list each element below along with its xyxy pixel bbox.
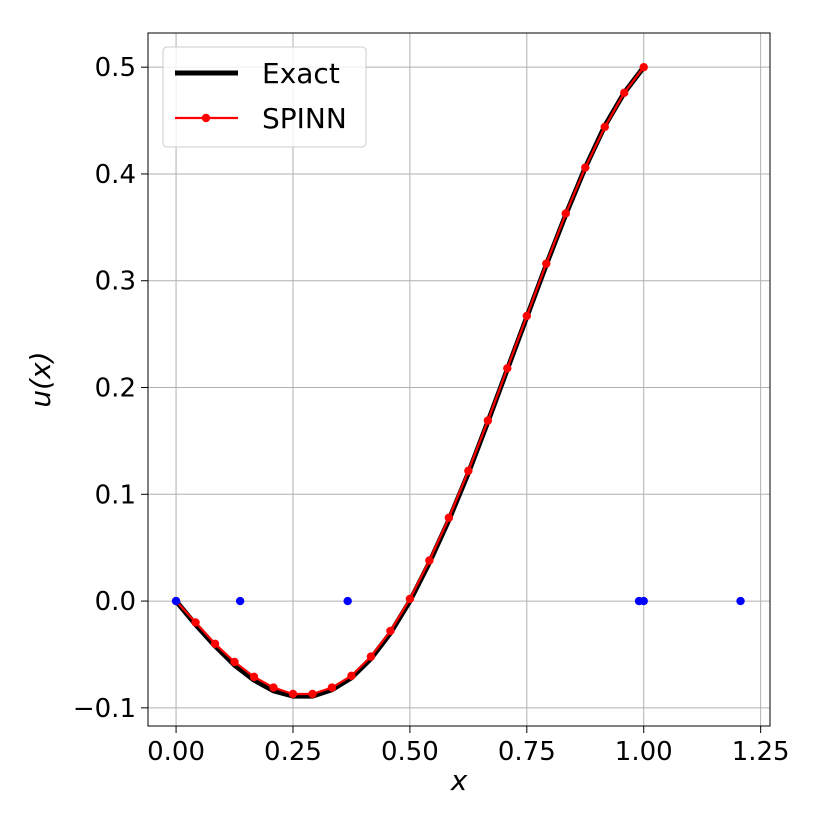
x-tick-label: 0.75: [498, 737, 556, 767]
x-axis-label: x: [450, 764, 468, 797]
legend-label-spinn: SPINN: [262, 102, 347, 135]
data-point-spinn: [503, 364, 512, 373]
data-point-spinn: [581, 163, 590, 172]
data-point-spinn: [464, 466, 473, 475]
data-point-spinn: [561, 209, 570, 218]
data-point-spinn: [191, 618, 200, 627]
grid: [148, 33, 770, 726]
data-point-collocation-points: [343, 596, 352, 606]
data-point-collocation-points: [235, 596, 245, 606]
plot-frame: [147, 32, 771, 727]
y-tick-label: 0.1: [95, 480, 136, 510]
data-point-spinn: [483, 416, 493, 425]
data-point-spinn: [620, 88, 629, 97]
x-axis: 0.00 0.25 0.50 0.75 1.00 1.25: [147, 726, 790, 767]
data-point-spinn: [425, 556, 434, 565]
legend-marker-spinn: [201, 113, 211, 123]
y-tick-label: 0.5: [95, 53, 136, 83]
data-point-spinn: [327, 683, 337, 692]
data-point-collocation-points: [736, 596, 745, 606]
data-point-spinn: [249, 672, 259, 682]
y-tick-label: 0.3: [95, 267, 136, 297]
x-tick-label: 0.50: [381, 737, 439, 767]
data-point-spinn: [347, 671, 356, 681]
data-point-spinn: [600, 122, 609, 132]
data-point-spinn: [288, 689, 298, 699]
y-axis: −0.1 0.0 0.1 0.2 0.3 0.4 0.5: [73, 53, 148, 724]
y-tick-label: −0.1: [73, 694, 136, 724]
data-point-spinn: [542, 259, 551, 268]
x-tick-label: 0.25: [264, 737, 322, 767]
x-tick-label: 1.00: [615, 737, 673, 767]
data-point-spinn: [308, 689, 317, 699]
data-point-spinn: [366, 652, 376, 661]
data-point-spinn: [639, 62, 648, 72]
x-tick-label: 1.25: [732, 737, 790, 767]
data-point-spinn: [230, 657, 239, 667]
legend: Exact SPINN: [162, 46, 367, 148]
data-point-spinn: [269, 683, 278, 692]
x-tick-label: 0.00: [147, 737, 205, 767]
y-tick-label: 0.4: [95, 160, 136, 190]
data-point-spinn: [444, 513, 454, 522]
y-tick-label: 0.2: [95, 374, 136, 404]
y-tick-label: 0.0: [95, 587, 136, 617]
data-point-collocation-points: [639, 596, 648, 606]
y-axis-label: u(x): [24, 351, 57, 407]
data-point-spinn: [522, 311, 532, 321]
data-point-spinn: [386, 626, 395, 636]
data-point-collocation-points: [171, 596, 181, 606]
series-layer: [171, 62, 745, 699]
data-point-spinn: [210, 639, 220, 648]
legend-label-exact: Exact: [262, 57, 340, 90]
data-point-spinn: [405, 594, 415, 604]
